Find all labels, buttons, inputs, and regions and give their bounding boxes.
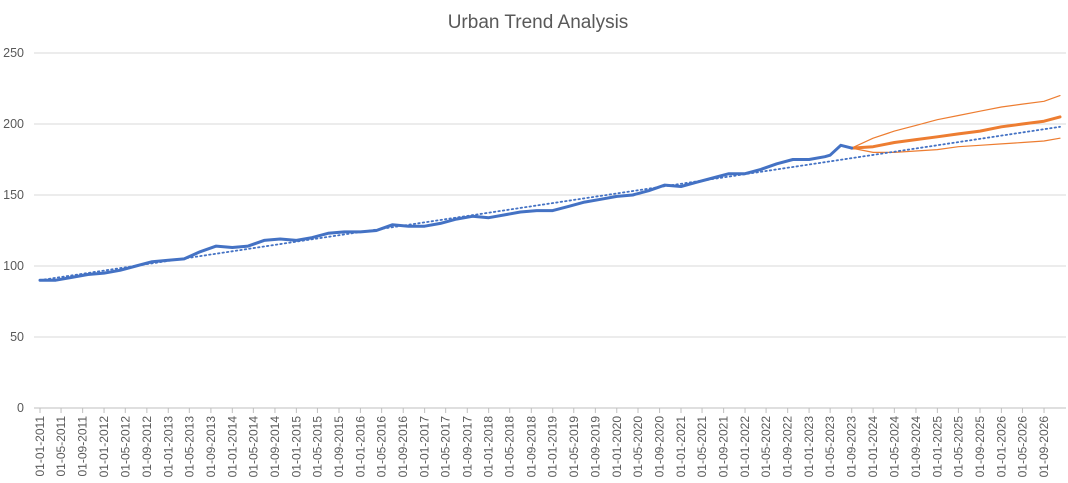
series-line-actual xyxy=(38,143,854,282)
x-tick-label-6: 01-01-2013 xyxy=(161,416,175,478)
x-tick-label-34: 01-05-2022 xyxy=(759,416,773,478)
x-tick-label-45: 01-01-2026 xyxy=(994,416,1008,478)
y-axis-ticks: 0 50 100 150 200 250 xyxy=(3,46,24,415)
x-tick-label-3: 01-01-2012 xyxy=(97,416,111,478)
x-tick-label-9: 01-01-2014 xyxy=(225,416,239,478)
x-tick-label-4: 01-05-2012 xyxy=(118,416,132,478)
x-tick-label-26: 01-09-2019 xyxy=(588,416,602,478)
x-tick-label-32: 01-09-2021 xyxy=(717,416,731,478)
y-tick-label-150: 150 xyxy=(3,188,24,202)
x-tick-label-18: 01-01-2017 xyxy=(418,416,432,478)
x-tick-label-12: 01-01-2015 xyxy=(289,416,303,478)
x-tick-label-28: 01-05-2020 xyxy=(631,416,645,478)
x-tick-label-24: 01-01-2019 xyxy=(546,416,560,478)
x-tick-label-41: 01-09-2024 xyxy=(909,416,923,478)
x-tick-label-15: 01-01-2016 xyxy=(353,416,367,478)
x-tick-label-40: 01-05-2024 xyxy=(887,416,901,478)
x-tick-label-1: 01-05-2011 xyxy=(54,416,68,477)
x-tick-label-31: 01-05-2021 xyxy=(695,416,709,478)
series-line-forecast xyxy=(850,115,1062,150)
y-tick-label-50: 50 xyxy=(10,330,24,344)
x-tick-label-20: 01-09-2017 xyxy=(460,416,474,478)
x-tick-label-42: 01-01-2025 xyxy=(930,416,944,478)
series-line-trendline xyxy=(39,125,1061,282)
x-tick-label-7: 01-05-2013 xyxy=(182,416,196,478)
x-tick-label-2: 01-09-2011 xyxy=(76,416,90,477)
x-tick-label-39: 01-01-2024 xyxy=(866,416,880,478)
series-group xyxy=(38,94,1062,282)
chart-title: Urban Trend Analysis xyxy=(448,12,629,33)
x-tick-label-13: 01-05-2015 xyxy=(310,416,324,478)
x-tick-label-23: 01-09-2018 xyxy=(524,416,538,478)
x-tick-label-17: 01-09-2016 xyxy=(396,416,410,478)
y-tick-label-250: 250 xyxy=(3,46,24,60)
x-tick-label-27: 01-01-2020 xyxy=(610,416,624,478)
x-tick-label-11: 01-09-2014 xyxy=(268,416,282,478)
y-tick-label-100: 100 xyxy=(3,259,24,273)
x-tick-label-47: 01-09-2026 xyxy=(1037,416,1051,478)
x-tick-label-21: 01-01-2018 xyxy=(482,416,496,478)
x-tick-label-38: 01-09-2023 xyxy=(845,416,859,478)
x-tick-label-16: 01-05-2016 xyxy=(375,416,389,478)
x-tick-label-44: 01-09-2025 xyxy=(973,416,987,478)
x-tick-label-35: 01-09-2022 xyxy=(781,416,795,478)
x-tick-label-5: 01-09-2012 xyxy=(140,416,154,478)
x-tick-label-29: 01-09-2020 xyxy=(653,416,667,478)
y-tick-label-0: 0 xyxy=(17,401,24,415)
x-axis-ticks: 01-01-2011 01-05-2011 01-09-2011 01-01-2012… xyxy=(33,408,1051,477)
x-tick-label-33: 01-01-2022 xyxy=(738,416,752,478)
x-tick-label-36: 01-01-2023 xyxy=(802,416,816,478)
x-tick-label-25: 01-05-2019 xyxy=(567,416,581,478)
gridlines xyxy=(34,52,1066,338)
x-tick-label-43: 01-05-2025 xyxy=(951,416,965,478)
x-tick-label-8: 01-09-2013 xyxy=(204,416,218,478)
x-tick-label-30: 01-01-2021 xyxy=(674,416,688,478)
x-tick-label-22: 01-05-2018 xyxy=(503,416,517,478)
series-line-upper-bound xyxy=(851,94,1061,149)
y-tick-label-200: 200 xyxy=(3,117,24,131)
x-tick-label-37: 01-05-2023 xyxy=(823,416,837,478)
x-tick-label-10: 01-05-2014 xyxy=(246,416,260,478)
x-tick-label-14: 01-09-2015 xyxy=(332,416,346,478)
x-tick-label-19: 01-05-2017 xyxy=(439,416,453,478)
x-tick-label-0: 01-01-2011 xyxy=(33,416,47,477)
x-tick-label-46: 01-05-2026 xyxy=(1015,416,1029,478)
